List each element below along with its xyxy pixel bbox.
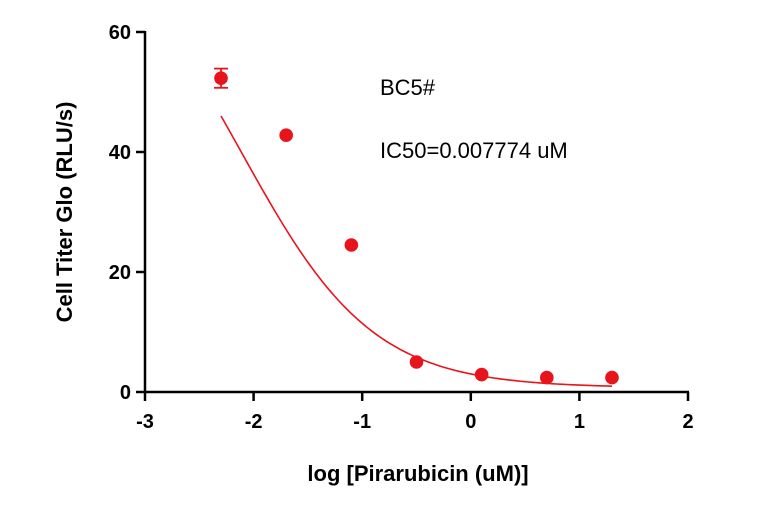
data-point [214, 71, 228, 85]
y-axis-title: Cell Titer Glo (RLU/s) [52, 102, 77, 323]
y-tick-label: 0 [120, 382, 131, 404]
x-tick-label: 2 [682, 411, 693, 433]
data-point [605, 370, 619, 385]
x-ticks: -3 -2 -1 0 1 2 [136, 392, 694, 433]
data-point [344, 238, 359, 252]
y-tick-label: 40 [109, 142, 131, 164]
x-tick-label: -1 [353, 411, 371, 433]
data-point [474, 367, 489, 382]
x-tick-label: -3 [136, 411, 154, 433]
axes [143, 31, 689, 394]
data-point [540, 370, 554, 385]
y-tick-label: 60 [109, 22, 131, 44]
y-tick-label: 20 [109, 262, 131, 284]
x-tick-label: -2 [245, 411, 263, 433]
sample-label: BC5# [380, 75, 436, 100]
x-tick-label: 0 [465, 411, 476, 433]
x-axis-title: log [Pirarubicin (uM)] [307, 461, 528, 486]
ic50-label: IC50=0.007774 uM [380, 138, 568, 163]
data-point [279, 128, 293, 142]
x-tick-label: 1 [574, 411, 585, 433]
y-ticks: 0 20 40 60 [109, 22, 145, 404]
data-points [214, 67, 619, 385]
data-point [409, 355, 424, 369]
